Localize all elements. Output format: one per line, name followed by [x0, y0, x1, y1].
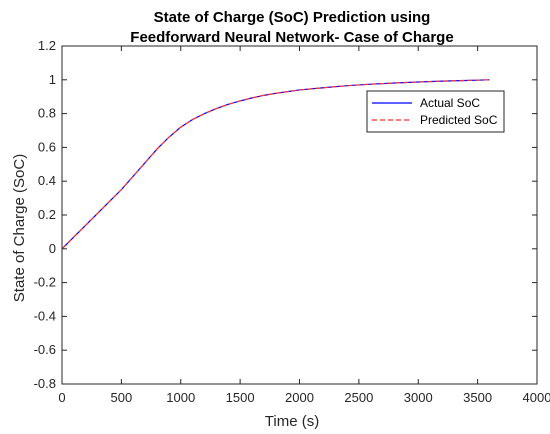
- y-tick-label: 1: [49, 72, 56, 87]
- x-tick-label: 1500: [226, 390, 255, 405]
- legend: Actual SoC Predicted SoC: [366, 90, 505, 133]
- y-tick-label: 0.6: [38, 139, 56, 154]
- x-tick-label: 4000: [523, 390, 550, 405]
- y-tick-label: 0: [49, 241, 56, 256]
- y-tick-label: 1.2: [38, 38, 56, 53]
- x-tick-label: 1000: [166, 390, 195, 405]
- y-axis-ticks: -0.8 -0.6 -0.4 -0.2 0 0.2 0.4 0.6 0.8 1 1.2: [34, 38, 537, 391]
- y-tick-label: 0.2: [38, 207, 56, 222]
- y-tick-label: -0.2: [34, 275, 56, 290]
- y-axis-label: State of Charge (SoC): [11, 154, 28, 302]
- plot-series: [61, 79, 490, 250]
- actual-soc-line: [61, 79, 490, 250]
- y-tick-label: 0.8: [38, 106, 56, 121]
- y-tick-label: -0.4: [34, 308, 56, 323]
- legend-box: [366, 90, 505, 133]
- x-axis-label: Time (s): [265, 413, 319, 430]
- y-tick-label: 0.4: [38, 173, 56, 188]
- x-tick-label: 2500: [344, 390, 373, 405]
- y-tick-label: -0.6: [34, 342, 56, 357]
- legend-label-predicted: Predicted SoC: [420, 113, 498, 127]
- x-tick-label: 3000: [404, 390, 433, 405]
- chart-title-line2: Feedforward Neural Network- Case of Char…: [130, 29, 453, 46]
- x-tick-label: 500: [111, 390, 133, 405]
- x-tick-label: 2000: [285, 390, 314, 405]
- x-axis-ticks: 0 500 1000 1500 2000 2500 3000 3500 4000: [58, 46, 550, 405]
- y-tick-label: -0.8: [34, 376, 56, 391]
- chart-title-line1: State of Charge (SoC) Prediction using: [154, 9, 431, 26]
- x-tick-label: 3500: [463, 390, 492, 405]
- x-tick-label: 0: [58, 390, 65, 405]
- legend-label-actual: Actual SoC: [420, 96, 480, 110]
